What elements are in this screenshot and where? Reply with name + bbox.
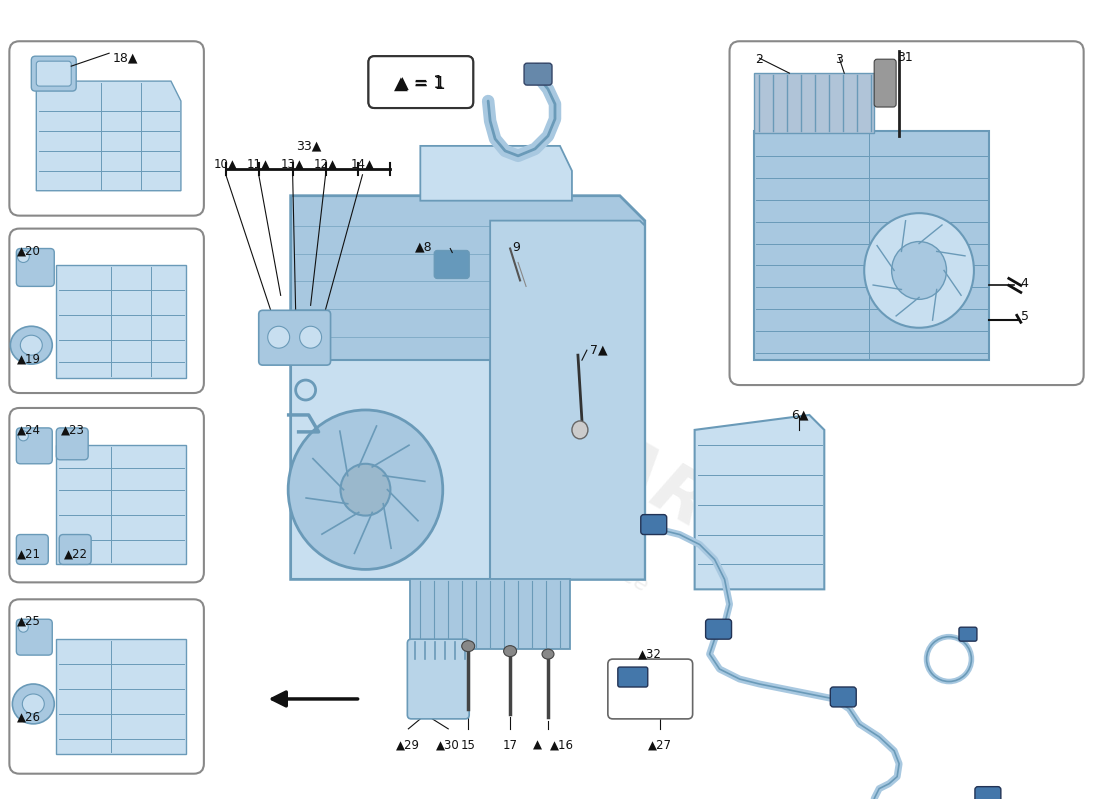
Text: 14▲: 14▲ xyxy=(351,158,374,171)
Ellipse shape xyxy=(19,622,29,632)
FancyBboxPatch shape xyxy=(16,534,48,565)
Ellipse shape xyxy=(865,213,974,328)
Ellipse shape xyxy=(288,410,443,570)
FancyBboxPatch shape xyxy=(975,786,1001,800)
Text: 31: 31 xyxy=(898,51,913,64)
FancyBboxPatch shape xyxy=(10,42,204,216)
FancyBboxPatch shape xyxy=(830,687,856,707)
Text: ▲19: ▲19 xyxy=(18,352,42,365)
FancyBboxPatch shape xyxy=(16,428,53,464)
Ellipse shape xyxy=(341,464,390,515)
FancyBboxPatch shape xyxy=(16,619,53,655)
Polygon shape xyxy=(56,639,186,754)
Text: ▲21: ▲21 xyxy=(18,547,42,561)
Text: 15: 15 xyxy=(461,739,475,752)
Text: ▲16: ▲16 xyxy=(550,739,574,752)
Text: ▲ = 1: ▲ = 1 xyxy=(395,75,447,93)
FancyBboxPatch shape xyxy=(10,229,204,393)
FancyBboxPatch shape xyxy=(874,59,896,107)
FancyBboxPatch shape xyxy=(10,599,204,774)
FancyBboxPatch shape xyxy=(618,667,648,687)
Text: ▲27: ▲27 xyxy=(648,739,672,752)
Ellipse shape xyxy=(299,326,321,348)
Text: ▲32: ▲32 xyxy=(638,647,662,660)
FancyBboxPatch shape xyxy=(434,250,470,278)
Ellipse shape xyxy=(572,421,587,439)
FancyBboxPatch shape xyxy=(59,534,91,565)
FancyBboxPatch shape xyxy=(258,310,331,365)
Polygon shape xyxy=(56,445,186,565)
Text: a passion for excellence: a passion for excellence xyxy=(408,443,651,596)
FancyBboxPatch shape xyxy=(368,56,473,108)
FancyBboxPatch shape xyxy=(729,42,1084,385)
Ellipse shape xyxy=(892,242,946,299)
FancyBboxPatch shape xyxy=(407,639,470,719)
Polygon shape xyxy=(36,81,180,190)
Text: 18▲: 18▲ xyxy=(113,51,139,64)
Text: 5: 5 xyxy=(1021,310,1028,323)
FancyBboxPatch shape xyxy=(524,63,552,85)
Text: ▲29: ▲29 xyxy=(396,739,420,752)
Ellipse shape xyxy=(22,694,44,714)
Polygon shape xyxy=(56,266,186,378)
Text: 10▲: 10▲ xyxy=(213,158,238,171)
Polygon shape xyxy=(491,221,645,579)
Text: ▲8: ▲8 xyxy=(415,241,432,254)
Ellipse shape xyxy=(19,431,29,441)
Polygon shape xyxy=(290,196,645,579)
Text: 4: 4 xyxy=(1021,278,1028,290)
Text: 7▲: 7▲ xyxy=(590,343,607,356)
Ellipse shape xyxy=(504,646,517,657)
Ellipse shape xyxy=(12,684,54,724)
Ellipse shape xyxy=(462,641,475,652)
Text: 12▲: 12▲ xyxy=(314,158,338,171)
Text: EUROSPARES: EUROSPARES xyxy=(310,266,810,594)
Polygon shape xyxy=(290,360,491,579)
FancyBboxPatch shape xyxy=(641,514,667,534)
Text: ▲28: ▲28 xyxy=(526,61,551,74)
Polygon shape xyxy=(420,146,572,201)
Text: ▲ = 1: ▲ = 1 xyxy=(396,74,444,92)
Text: 17: 17 xyxy=(503,739,518,752)
FancyBboxPatch shape xyxy=(608,659,693,719)
Ellipse shape xyxy=(10,326,53,364)
Text: 6▲: 6▲ xyxy=(791,408,808,421)
FancyBboxPatch shape xyxy=(705,619,732,639)
Text: ▲23: ▲23 xyxy=(62,424,85,437)
FancyBboxPatch shape xyxy=(959,627,977,641)
Polygon shape xyxy=(694,415,824,590)
Text: ▲20: ▲20 xyxy=(18,245,41,258)
Text: ▲22: ▲22 xyxy=(64,547,88,561)
Ellipse shape xyxy=(20,335,42,355)
Polygon shape xyxy=(755,73,874,133)
FancyBboxPatch shape xyxy=(368,56,473,108)
Text: ▲25: ▲25 xyxy=(18,614,41,627)
FancyBboxPatch shape xyxy=(10,408,204,582)
Ellipse shape xyxy=(542,649,554,659)
Text: 3: 3 xyxy=(835,54,844,66)
Ellipse shape xyxy=(18,250,30,262)
Text: 11▲: 11▲ xyxy=(246,158,271,171)
Text: 9: 9 xyxy=(513,241,520,254)
FancyBboxPatch shape xyxy=(36,61,72,86)
Text: 2: 2 xyxy=(756,54,763,66)
FancyBboxPatch shape xyxy=(31,56,76,91)
FancyBboxPatch shape xyxy=(16,249,54,286)
Text: 13▲: 13▲ xyxy=(280,158,305,171)
Text: ▲26: ▲26 xyxy=(18,711,42,724)
FancyBboxPatch shape xyxy=(56,428,88,460)
Polygon shape xyxy=(410,579,570,649)
Text: 33▲: 33▲ xyxy=(296,139,321,152)
Text: ▲30: ▲30 xyxy=(437,739,460,752)
Ellipse shape xyxy=(267,326,289,348)
Text: ▲: ▲ xyxy=(532,739,541,752)
Polygon shape xyxy=(755,131,989,360)
Text: ▲24: ▲24 xyxy=(18,424,42,437)
